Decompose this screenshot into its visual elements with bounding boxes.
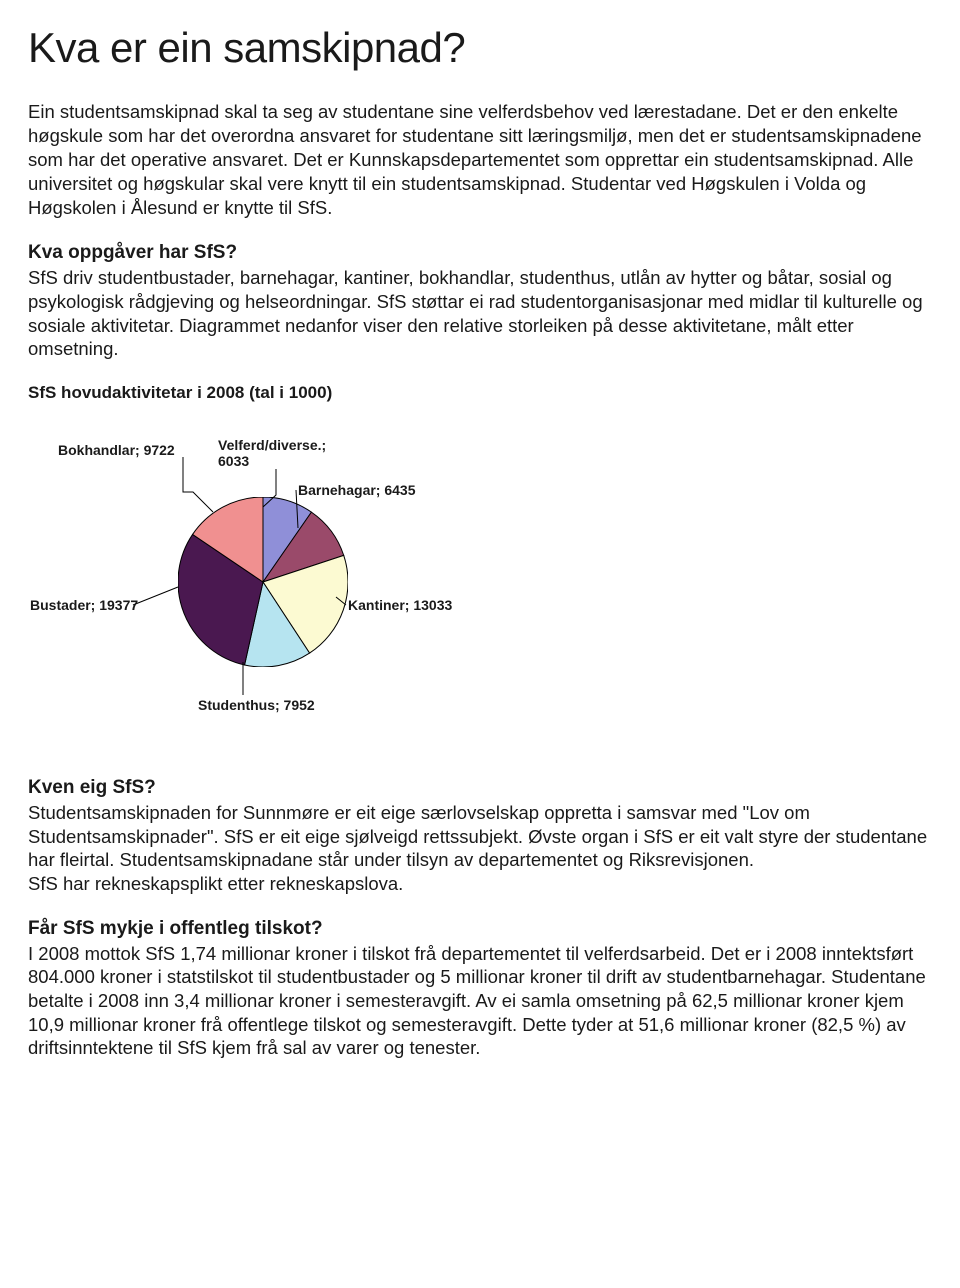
chart-label: Barnehagar; 6435 (298, 482, 416, 498)
pie-chart: Velferd/diverse.; 6033 Barnehagar; 6435 Ka… (28, 437, 548, 737)
intro-paragraph: Ein studentsamskipnad skal ta seg av stu… (28, 100, 932, 220)
section-heading-oppgaver: Kva oppgåver har SfS? (28, 242, 932, 264)
page-title: Kva er ein samskipnad? (28, 24, 932, 72)
chart-label: Bokhandlar; 9722 (58, 442, 175, 458)
chart-label: Velferd/diverse.; 6033 (218, 437, 326, 469)
chart-label: Studenthus; 7952 (198, 697, 315, 713)
chart-label: Kantiner; 13033 (348, 597, 452, 613)
pie-svg (178, 497, 348, 667)
section-body-tilskot: I 2008 mottok SfS 1,74 millionar kroner … (28, 942, 932, 1060)
section-heading-tilskot: Får SfS mykje i offentleg tilskot? (28, 918, 932, 940)
section-body-eig: Studentsamskipnaden for Sunnmøre er eit … (28, 801, 932, 896)
chart-label: Bustader; 19377 (30, 597, 138, 613)
section-body-oppgaver: SfS driv studentbustader, barnehagar, ka… (28, 266, 932, 361)
section-heading-eig: Kven eig SfS? (28, 777, 932, 799)
leader-line (133, 587, 178, 605)
chart-title: SfS hovudaktivitetar i 2008 (tal i 1000) (28, 383, 932, 403)
